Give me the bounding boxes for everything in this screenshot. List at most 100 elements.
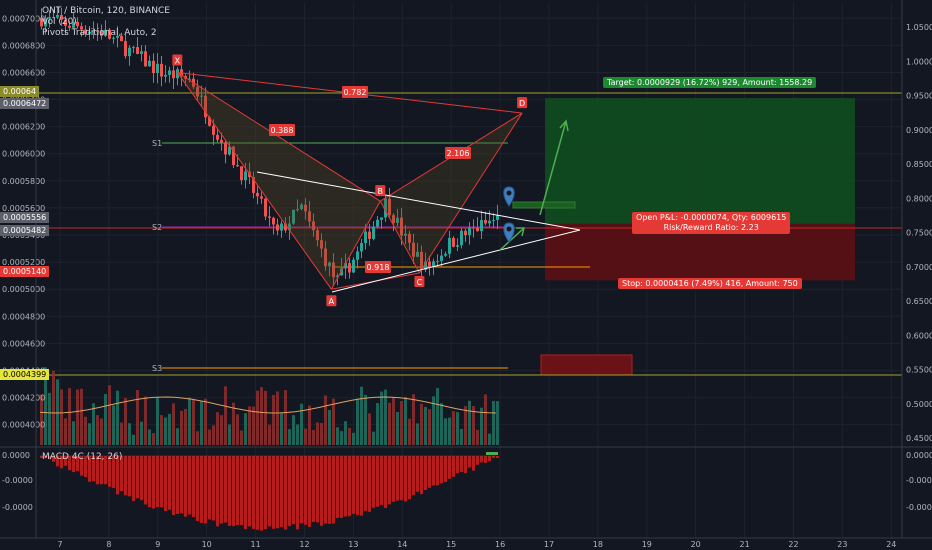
volume-bar: [464, 406, 467, 445]
macd-bar: [220, 456, 223, 524]
macd-bar: [56, 456, 59, 467]
volume-bar: [428, 409, 431, 445]
macd-histogram: [40, 452, 499, 531]
macd-bar: [464, 456, 467, 474]
candle-body: [476, 227, 479, 232]
macd-bar: [248, 456, 251, 527]
candle-body: [396, 217, 399, 223]
candle-body: [392, 215, 395, 223]
pivots-label: Pivots Traditional, Auto, 2: [42, 28, 157, 38]
volume-bar: [104, 394, 107, 445]
price-tag-grey-top: 0.0006472: [0, 98, 50, 109]
candle-body: [240, 166, 243, 181]
candle-body: [420, 251, 423, 270]
macd-bar: [228, 456, 231, 526]
candle-body: [344, 263, 347, 269]
macd-bar: [204, 456, 207, 524]
wedge-upper-line: [256, 171, 581, 231]
macd-bar: [372, 456, 375, 508]
right-tick-label: 0.9000: [906, 126, 932, 135]
macd-bar: [288, 456, 291, 527]
volume-bar: [240, 430, 243, 445]
right-tick-label: 0.8000: [906, 194, 932, 203]
candle-body: [316, 230, 319, 241]
candle-body: [152, 60, 155, 74]
volume-bar: [348, 427, 351, 445]
location-pin-icon: [503, 186, 515, 207]
volume-bar: [144, 396, 147, 445]
pattern-leg-xa: [176, 72, 332, 290]
candle-body: [268, 216, 271, 218]
candle-body: [100, 30, 103, 36]
macd-bar: [432, 456, 435, 486]
candle-body: [172, 70, 175, 79]
volume-bar: [456, 412, 459, 445]
macd-bar: [348, 456, 351, 517]
volume-bar: [60, 389, 63, 445]
volume-bar: [76, 389, 79, 445]
pattern-bcd-fill: [380, 113, 523, 273]
candle-body: [496, 215, 499, 220]
candle-body: [128, 47, 131, 57]
macd-bar: [356, 456, 359, 516]
volume-bar: [436, 388, 439, 445]
macd-bar: [256, 456, 259, 530]
candle-body: [108, 29, 111, 39]
macd-bar: [488, 456, 491, 462]
macd-bar: [216, 456, 219, 527]
volume-bar: [196, 431, 199, 445]
macd-bar: [404, 456, 407, 502]
macd-bar: [140, 456, 143, 501]
pattern-point-a: A: [329, 297, 335, 306]
candle-body: [440, 255, 443, 261]
candle-body: [408, 233, 411, 243]
volume-bar: [68, 388, 71, 445]
x-tick-label: 21: [740, 540, 750, 549]
volume-bar: [160, 415, 163, 445]
volume-bar: [332, 398, 335, 445]
volume-bar: [492, 400, 495, 445]
candle-body: [204, 95, 207, 118]
candle-body: [76, 21, 79, 27]
candle-body: [444, 253, 447, 256]
right-tick-label: 0.6500: [906, 297, 932, 306]
macd-bar: [396, 456, 399, 501]
macd-bar: [440, 456, 443, 484]
volume-bar: [484, 394, 487, 445]
candle-body: [164, 74, 167, 77]
macd-bar: [64, 456, 67, 466]
macd-right-tick: -0.0000: [906, 503, 932, 512]
macd-bar: [100, 456, 103, 485]
macd-bar: [252, 456, 255, 529]
pattern-xab-fill: [177, 72, 381, 290]
candle-body: [380, 217, 383, 220]
volume-bar: [48, 392, 51, 445]
candle-body: [84, 29, 87, 34]
candle-body: [244, 171, 247, 181]
macd-bar: [328, 456, 331, 524]
candle-body: [348, 263, 351, 273]
volume-bar: [476, 429, 479, 445]
candle-body: [188, 78, 191, 80]
macd-bar: [276, 456, 279, 529]
pattern-point-x: X: [175, 56, 181, 65]
candle-body: [44, 18, 47, 27]
volume-bar: [396, 412, 399, 445]
candle-body: [364, 231, 367, 244]
candle-body: [372, 226, 375, 239]
macd-bar: [48, 456, 51, 460]
x-tick-label: 18: [593, 540, 603, 549]
volume-bar: [256, 390, 259, 445]
macd-bar: [260, 456, 263, 531]
location-pin-icon: [503, 222, 515, 243]
macd-bar: [284, 456, 287, 530]
left-tick-label: 0.0004200: [2, 394, 45, 403]
volume-bar: [412, 394, 415, 445]
macd-bar: [268, 456, 271, 527]
macd-bar: [196, 456, 199, 521]
stop-label: Stop: 0.0000416 (7.49%) 416, Amount: 750: [618, 278, 802, 289]
macd-bar: [428, 456, 431, 488]
macd-bar: [232, 456, 235, 527]
volume-bar: [344, 421, 347, 445]
